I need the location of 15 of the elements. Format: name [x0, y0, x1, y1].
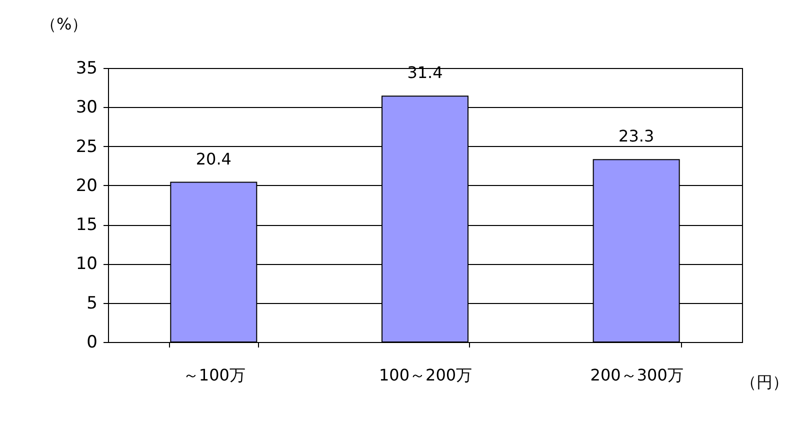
y-tick-label: 20 [76, 176, 98, 196]
y-tick-label: 30 [76, 98, 98, 118]
data-label: 20.4 [196, 149, 232, 168]
y-tick-label: 15 [76, 215, 98, 236]
y-tick-label: 35 [76, 58, 98, 78]
y-tick-label: 5 [86, 293, 98, 314]
x-tick-label: 200～300万 [590, 366, 684, 384]
x-tick-label: ～100万 [182, 366, 246, 384]
y-tick-label: 0 [86, 332, 98, 352]
y-tick-label: 10 [76, 254, 98, 274]
data-label: 23.3 [618, 126, 654, 146]
x-axis-title: （円） [740, 372, 788, 392]
y-tick-label: 25 [76, 136, 98, 157]
y-axis-title: （%） [40, 14, 88, 34]
x-tick-label: 100～200万 [378, 366, 472, 384]
